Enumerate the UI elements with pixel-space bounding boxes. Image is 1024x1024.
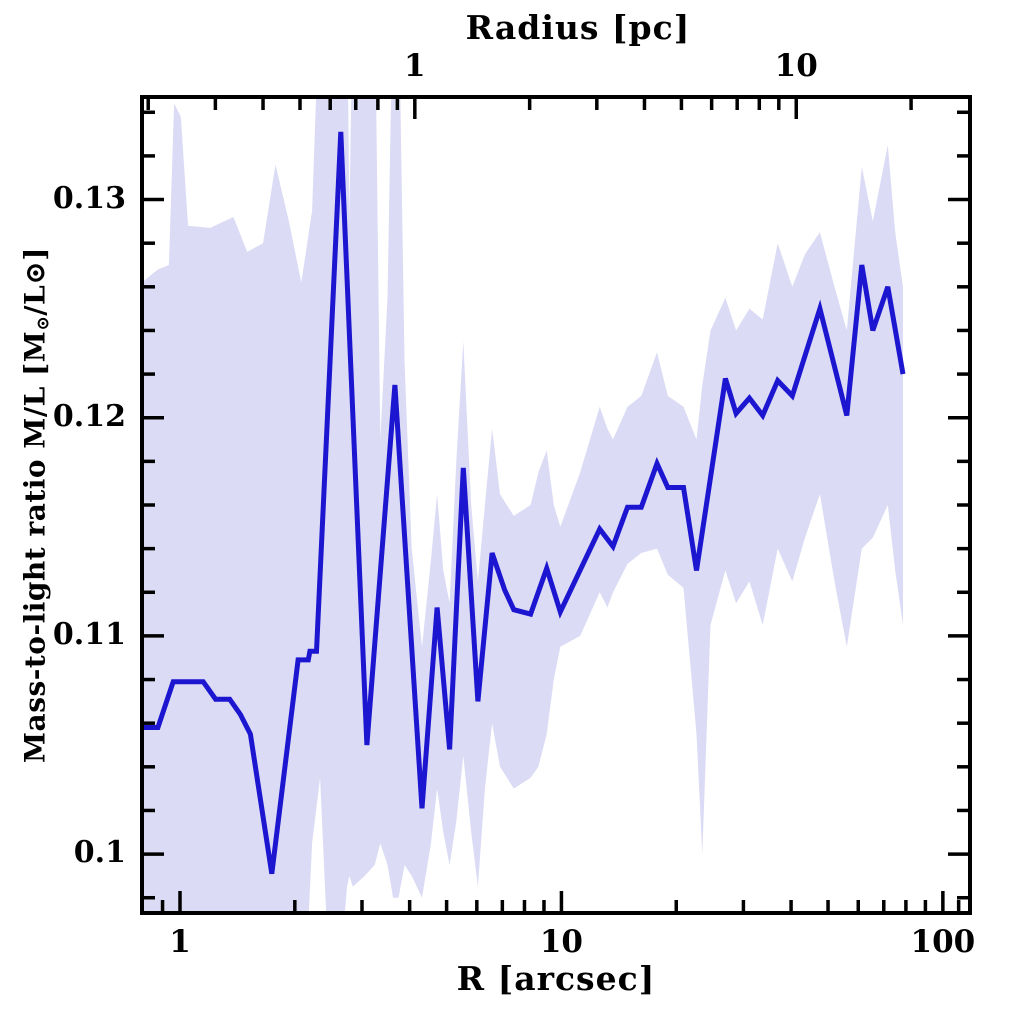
y-tick-label-0.1: 0.1	[73, 835, 126, 871]
top-tick-label-1: 1	[404, 48, 426, 84]
y-tick-label-0.13: 0.13	[52, 180, 126, 216]
y-axis-title-main: Mass-to-light ratio M/L [M	[18, 330, 52, 763]
y-tick-label-0.12: 0.12	[52, 398, 126, 434]
x-tick-label-10: 10	[539, 924, 583, 960]
sun-symbol: ⊙	[18, 260, 52, 285]
ml-ratio-curve	[142, 131, 906, 875]
y-axis-title-mid: /L	[18, 284, 52, 316]
x-tick-label-1: 1	[169, 924, 191, 960]
sun-symbol-subscript: ⊙	[33, 315, 54, 331]
top-axis-title: Radius [pc]	[465, 8, 691, 47]
y-axis-title-end: ]	[18, 247, 52, 261]
bottom-axis-title: R [arcsec]	[456, 959, 656, 998]
y-axis-title: Mass-to-light ratio M/L [M⊙/L⊙]	[19, 247, 54, 763]
y-tick-label-0.11: 0.11	[52, 616, 126, 652]
top-tick-label-10: 10	[774, 48, 818, 84]
x-tick-label-100: 100	[910, 924, 976, 960]
uncertainty-band	[142, 97, 903, 913]
